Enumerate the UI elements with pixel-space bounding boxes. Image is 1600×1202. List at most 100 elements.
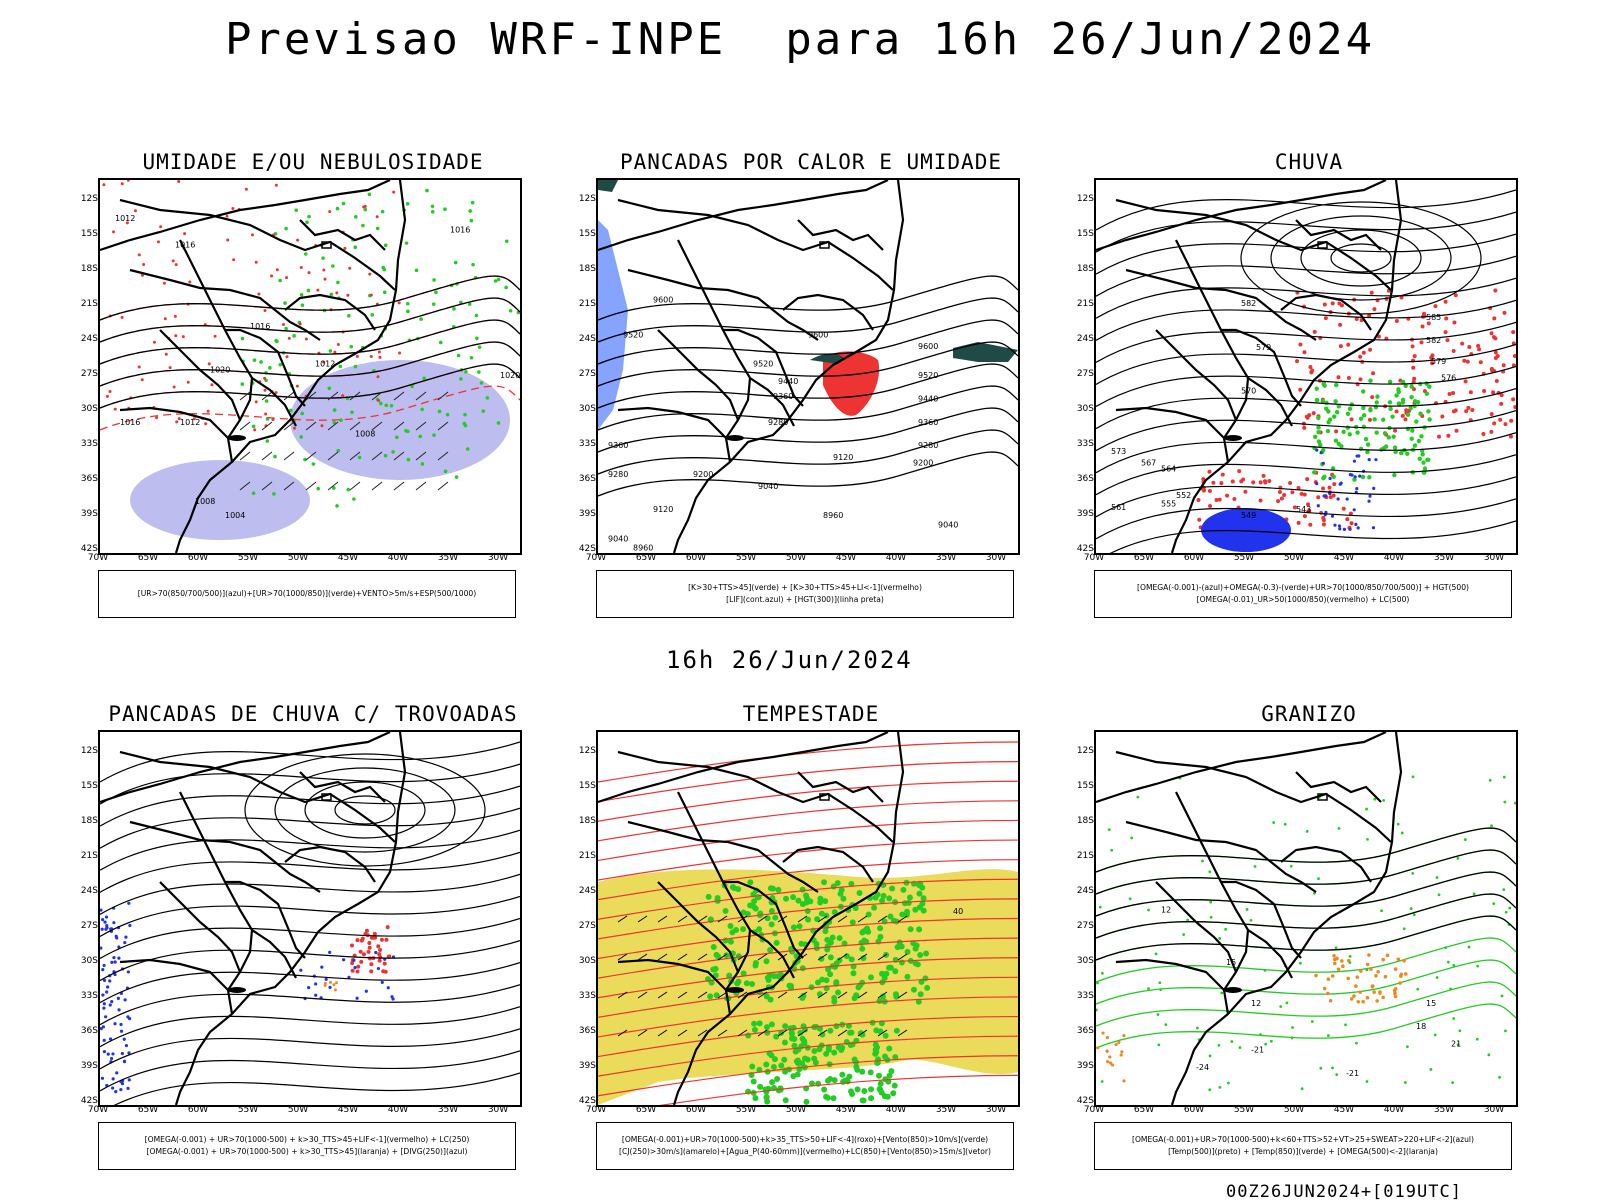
x-tick-label: 65W (635, 1105, 657, 1115)
contour-line (598, 451, 1018, 497)
wind-arrow (677, 991, 688, 999)
y-tick-label: 24S (80, 886, 98, 896)
wind-arrow (817, 991, 828, 999)
wind-arrow (415, 391, 427, 401)
contour-labels: 9600 9520 9600 9600 9520 9440 9360 9280 9520 9440… (608, 295, 958, 552)
wind-arrow (757, 1029, 768, 1037)
wind-arrow (777, 1029, 788, 1037)
x-tick-label: 70W (585, 553, 607, 563)
contour-label: 582 (1426, 336, 1441, 345)
border-line (284, 293, 376, 331)
y-tick-label: 24S (1076, 334, 1094, 344)
x-tick-label: 50W (287, 1105, 309, 1115)
border-line (225, 328, 306, 407)
x-tick-label: 30W (487, 553, 509, 563)
wind-arrow (327, 481, 339, 491)
wind-arrow (697, 953, 708, 961)
map-panel-granizo: GRANIZO 12S 15S 18S 21S 24S 27S 30S 33S 36S 39S 42S… (1074, 702, 1544, 1192)
y-tick-label: 18S (1076, 816, 1094, 826)
coastline (1096, 732, 1403, 1105)
contour-label: 1012 (180, 418, 200, 427)
wind-arrow (717, 1029, 728, 1037)
lake-mark (228, 987, 246, 993)
map-area: 1012 1016 1012 1020 1016 1012 1008 1004 1008 1016… (98, 178, 522, 555)
contour-label: 18 (1416, 1022, 1426, 1031)
country-borders (598, 180, 905, 553)
y-tick-label: 42S (578, 544, 596, 554)
border-line (119, 406, 229, 439)
contour-line (598, 407, 1018, 453)
x-tick-label: 40W (1383, 553, 1405, 563)
contour-label: 9360 (773, 392, 793, 401)
contour-line (1096, 893, 1516, 939)
lake-mark (321, 793, 332, 801)
y-tick-label: 24S (1076, 886, 1094, 896)
wind-arrow (737, 991, 748, 999)
streamline (100, 962, 520, 1004)
border-line (617, 198, 894, 291)
panel-title: UMIDADE E/OU NEBULOSIDADE (142, 150, 484, 174)
country-borders (100, 180, 407, 553)
x-tick-label: 30W (985, 1105, 1007, 1115)
streamline (1096, 299, 1516, 341)
wind-arrow (371, 421, 383, 431)
contour-label: 579 (1256, 343, 1271, 352)
x-tick-label: 70W (87, 553, 109, 563)
streamline (598, 898, 1018, 940)
panel-legend: [OMEGA(-0.001)+UR>70(1000-500)+k>35_TTS>… (596, 1122, 1014, 1170)
y-tick-label: 39S (578, 509, 596, 519)
contour-label: 555 (1161, 499, 1176, 508)
border-line (299, 771, 386, 803)
streamline (598, 957, 1018, 999)
y-tick-label: 24S (578, 334, 596, 344)
legend-line: [OMEGA(-0.001)+UR>70(1000-500)+k<60+TTS>… (1131, 1135, 1474, 1144)
streamline (100, 873, 520, 915)
streamline (1096, 454, 1516, 496)
contour-label: 15 (1226, 958, 1236, 967)
border-line (1175, 239, 1293, 427)
contour-line (1096, 937, 1516, 983)
country-borders (1096, 180, 1403, 553)
wind-arrow (857, 953, 868, 961)
border-line (1280, 293, 1372, 331)
humidity-field-blue (130, 460, 310, 540)
x-tick-label: 65W (1133, 553, 1155, 563)
border-line (1175, 791, 1293, 979)
x-tick-label: 50W (785, 553, 807, 563)
contour-label: 585 (1426, 313, 1441, 322)
panel-title: PANCADAS DE CHUVA C/ TROVOADAS (108, 702, 518, 726)
border-line (119, 750, 396, 843)
y-tick-label: 36S (578, 1026, 596, 1036)
map-area (98, 730, 522, 1107)
temp500-contours (1096, 827, 1516, 961)
y-tick-label: 30S (578, 956, 596, 966)
contour-line (100, 341, 520, 387)
wind-arrow (393, 391, 405, 401)
x-tick-label: 55W (1233, 553, 1255, 563)
y-tick-label: 39S (578, 1061, 596, 1071)
x-tick-label: 55W (237, 1105, 259, 1115)
wind-arrow (897, 991, 908, 999)
y-tick-label: 36S (80, 1026, 98, 1036)
y-tick-label: 30S (1076, 956, 1094, 966)
wind-arrow (697, 915, 708, 923)
y-tick-label: 30S (1076, 404, 1094, 414)
legend-line: [OMEGA(-0.001)-(azul)+OMEGA(-0.3)-(verde… (1137, 583, 1469, 592)
x-tick-label: 70W (1083, 1105, 1105, 1115)
y-tick-label: 15S (80, 229, 98, 239)
wind-arrow (283, 451, 295, 461)
y-tick-label: 18S (80, 264, 98, 274)
wind-arrow (617, 991, 628, 999)
border-line (179, 239, 297, 427)
border-line (1295, 219, 1382, 251)
x-tick-label: 35W (935, 1105, 957, 1115)
wind-arrow (677, 915, 688, 923)
x-tick-label: 60W (685, 1105, 707, 1115)
x-tick-label: 60W (1183, 1105, 1205, 1115)
wind-arrow (415, 421, 427, 431)
wind-arrow (261, 451, 273, 461)
wind-arrow (857, 915, 868, 923)
wind-arrow (239, 481, 251, 491)
contour-label: 40 (953, 907, 963, 916)
x-tick-label: 65W (1133, 1105, 1155, 1115)
